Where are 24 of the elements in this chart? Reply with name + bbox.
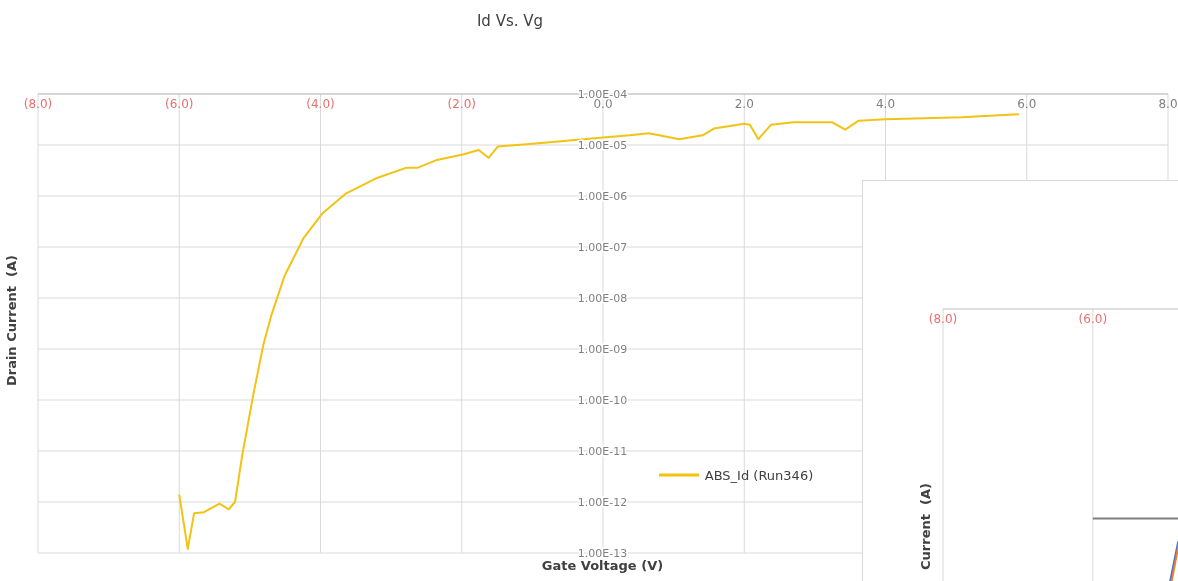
y-tick-label: 1.00E-10 bbox=[577, 394, 628, 407]
y-tick-label: 1.00E-05 bbox=[577, 139, 628, 152]
y-tick-label: 1.00E-12 bbox=[577, 496, 628, 509]
chart-title: Id Vs. Vg bbox=[475, 12, 545, 30]
y-tick-label: 1.00E-07 bbox=[577, 241, 628, 254]
y-tick-label: 1.00E-11 bbox=[577, 445, 628, 458]
x-tick-label: 8.0 bbox=[1158, 97, 1178, 111]
x-tick-label: (4.0) bbox=[306, 97, 335, 111]
y-axis-title: Drain Current (A) bbox=[4, 254, 20, 386]
y-tick-label: 1.00E-13 bbox=[577, 547, 628, 560]
x-tick-label: 2.0 bbox=[734, 97, 754, 111]
x-tick-label: (6.0) bbox=[1078, 312, 1108, 326]
x-tick-label: (8.0) bbox=[23, 97, 53, 111]
y-tick-label: 1.00E-08 bbox=[577, 292, 628, 305]
x-tick-label: (2.0) bbox=[447, 97, 476, 111]
x-axis-title: Gate Voltage (V) bbox=[540, 558, 665, 573]
y-tick-label: 1.00E-09 bbox=[577, 343, 628, 356]
x-tick-label: 6.0 bbox=[1017, 97, 1037, 111]
x-tick-label: 4.0 bbox=[875, 97, 896, 111]
y-axis-title: Current (A) bbox=[917, 482, 933, 570]
y-tick-label: 1.00E-06 bbox=[577, 190, 628, 203]
legend-label: ABS_Id (Run346) bbox=[704, 467, 814, 483]
x-tick-label: (6.0) bbox=[165, 97, 194, 111]
x-tick-label: (8.0) bbox=[928, 312, 958, 326]
